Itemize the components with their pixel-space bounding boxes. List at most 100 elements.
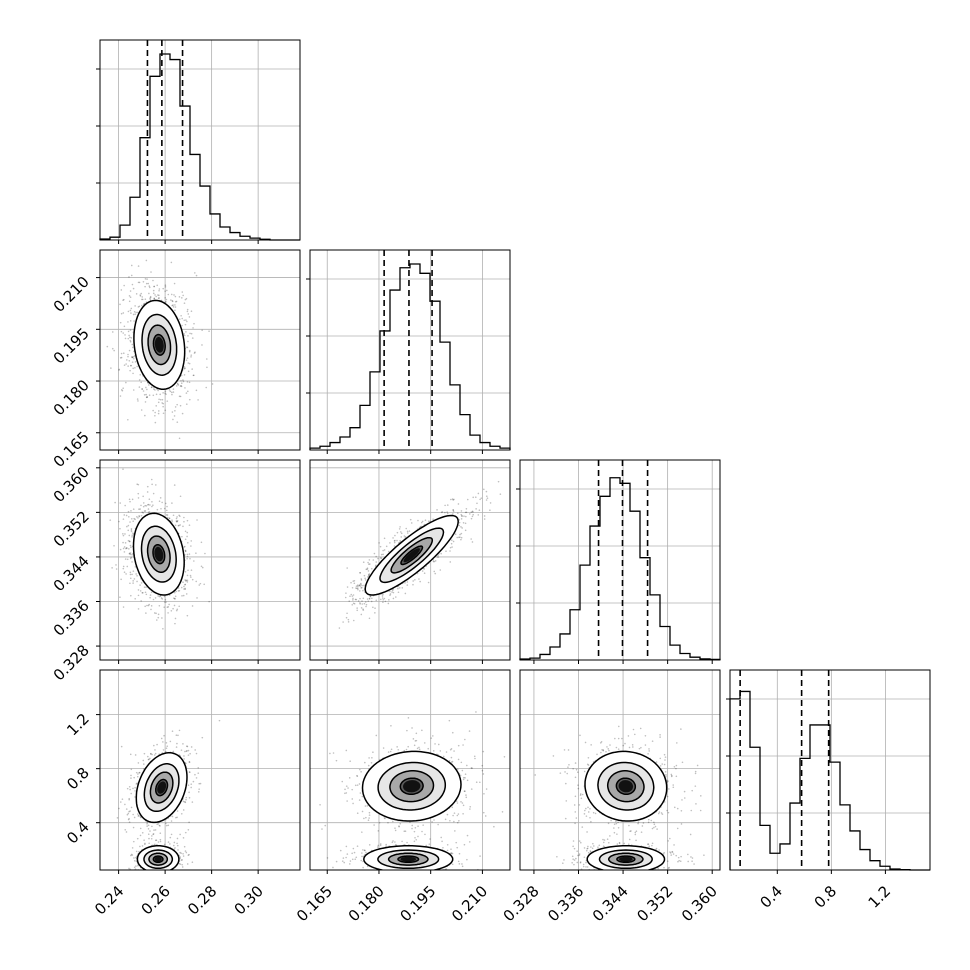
scatter-point	[135, 850, 138, 853]
scatter-point	[148, 511, 151, 513]
scatter-point	[141, 831, 144, 834]
scatter-point	[163, 843, 166, 846]
scatter-point	[131, 573, 133, 576]
density-core-3-0-0	[157, 781, 167, 794]
scatter-point	[362, 561, 365, 563]
scatter-point	[129, 753, 132, 756]
scatter-point	[389, 542, 391, 544]
scatter-point	[464, 522, 467, 525]
scatter-point	[131, 343, 134, 346]
scatter-point	[464, 529, 467, 532]
scatter-point	[174, 847, 176, 849]
scatter-point	[139, 845, 141, 848]
scatter-point	[167, 871, 169, 873]
scatter-point	[172, 750, 175, 753]
scatter-point	[382, 549, 384, 552]
scatter-point	[140, 381, 142, 384]
scatter-point	[441, 874, 443, 876]
scatter-point	[182, 594, 185, 597]
scatter-point	[130, 529, 133, 531]
scatter-point	[195, 580, 198, 583]
scatter-point	[130, 517, 133, 520]
scatter-point	[452, 499, 455, 501]
scatter-point	[407, 745, 409, 748]
scatter-point	[458, 521, 461, 524]
scatter-point	[359, 603, 361, 605]
scatter-point	[175, 609, 178, 612]
scatter-point	[419, 526, 422, 528]
scatter-point	[186, 579, 189, 582]
scatter-point	[364, 577, 366, 580]
scatter-point	[141, 388, 144, 390]
scatter-point	[120, 312, 123, 315]
scatter-point	[186, 531, 189, 534]
scatter-point	[469, 513, 471, 515]
histogram-1-bar-8	[390, 290, 400, 450]
scatter-point	[172, 607, 174, 610]
scatter-point	[129, 582, 131, 585]
scatter-point	[348, 600, 351, 602]
scatter-point	[146, 755, 149, 758]
scatter-point	[417, 519, 419, 522]
scatter-point	[346, 612, 348, 615]
scatter-point	[174, 598, 176, 600]
scatter-point	[118, 369, 120, 371]
scatter-point	[187, 784, 190, 786]
scatter-point	[197, 399, 199, 401]
scatter-point	[130, 546, 132, 549]
scatter-point	[150, 271, 152, 273]
scatter-point	[338, 627, 341, 629]
scatter-point	[124, 803, 126, 806]
scatter-point	[172, 388, 175, 390]
scatter-point	[140, 514, 143, 517]
scatter-point	[128, 276, 130, 278]
scatter-point	[176, 742, 178, 745]
scatter-point	[166, 606, 169, 609]
scatter-point	[397, 591, 400, 594]
scatter-point	[127, 812, 130, 815]
scatter-point	[144, 510, 147, 512]
scatter-point	[432, 559, 435, 561]
scatter-point	[186, 357, 189, 359]
scatter-point	[131, 356, 133, 358]
scatter-point	[153, 285, 156, 288]
scatter-point	[152, 504, 154, 506]
scatter-point	[120, 352, 123, 355]
scatter-point	[146, 491, 149, 493]
scatter-point	[362, 849, 364, 851]
scatter-point	[154, 389, 156, 391]
scatter-point	[125, 546, 128, 549]
scatter-point	[412, 583, 414, 586]
scatter-point	[136, 365, 138, 368]
scatter-point	[127, 871, 129, 873]
scatter-point	[128, 349, 131, 352]
scatter-point	[391, 874, 393, 876]
scatter-point	[190, 545, 192, 547]
scatter-point	[459, 536, 461, 538]
scatter-point	[452, 510, 455, 513]
scatter-point	[184, 850, 187, 852]
scatter-point	[163, 507, 166, 510]
scatter-point	[188, 349, 191, 352]
scatter-point	[476, 502, 478, 505]
scatter-point	[374, 607, 376, 610]
scatter-point	[197, 791, 200, 793]
scatter-point	[352, 619, 355, 622]
scatter-point	[355, 585, 358, 587]
scatter-point	[141, 845, 144, 847]
scatter-point	[175, 520, 178, 522]
scatter-point	[148, 384, 150, 386]
scatter-point	[145, 396, 148, 399]
scatter-point	[180, 380, 182, 382]
scatter-point	[144, 401, 147, 403]
scatter-point	[368, 598, 371, 600]
scatter-point	[185, 750, 188, 753]
scatter-point	[133, 776, 135, 779]
scatter-point	[187, 340, 189, 343]
scatter-point	[170, 820, 173, 822]
scatter-point	[132, 582, 134, 584]
scatter-point	[352, 597, 354, 600]
scatter-point	[170, 391, 173, 394]
scatter-point	[460, 532, 463, 535]
scatter-point	[157, 294, 159, 296]
